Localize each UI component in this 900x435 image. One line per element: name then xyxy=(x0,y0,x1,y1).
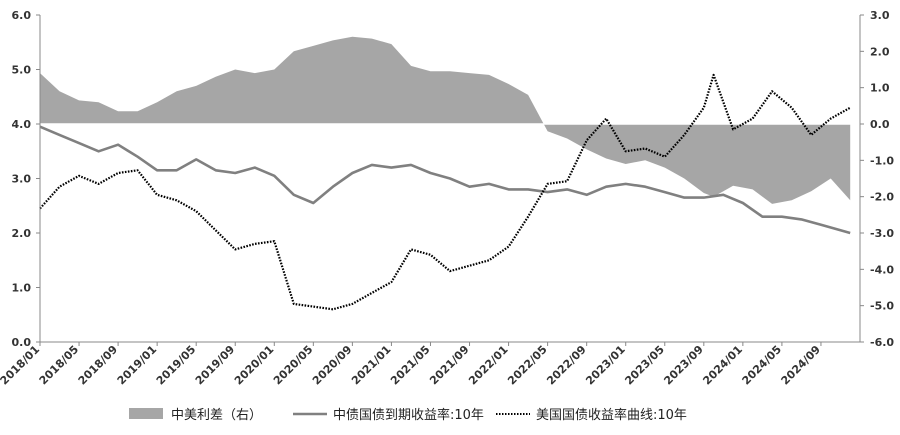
y-tick-right-label: -6.0 xyxy=(870,336,894,349)
y-tick-right-label: -4.0 xyxy=(870,263,894,276)
y-tick-right-label: -3.0 xyxy=(870,227,894,240)
legend: 中美利差（右） 中债国债到期收益率:10年 美国国债收益率曲线:10年 xyxy=(129,407,687,423)
china-10y-yield-line xyxy=(39,125,851,235)
y-ticks-left: 6.0 5.0 4.0 3.0 2.0 1.0 0.0 xyxy=(12,9,40,349)
x-tick-label: 2024/09 xyxy=(779,343,824,388)
y-tick-right-label: 2.0 xyxy=(870,45,890,58)
x-tick-label: 2020/05 xyxy=(271,343,316,388)
y-tick-left-label: 6.0 xyxy=(12,9,32,22)
x-tick-label: 2018/01 xyxy=(0,343,42,388)
x-tick-label: 2019/09 xyxy=(193,343,238,388)
line-layer xyxy=(39,73,851,311)
legend-swatch-spread xyxy=(129,408,163,419)
y-tick-left-label: 0.0 xyxy=(12,336,32,349)
x-tick-label: 2024/01 xyxy=(700,343,745,388)
x-tick-label: 2018/05 xyxy=(37,343,82,388)
y-tick-left-label: 2.0 xyxy=(12,227,32,240)
y-tick-right-label: 0.0 xyxy=(870,118,890,131)
x-tick-label: 2023/05 xyxy=(622,343,667,388)
x-tick-label: 2023/09 xyxy=(661,343,706,388)
y-tick-left-label: 4.0 xyxy=(12,118,32,131)
x-tick-label: 2021/05 xyxy=(388,343,433,388)
legend-label-us: 美国国债收益率曲线:10年 xyxy=(536,407,687,423)
x-tick-label: 2021/01 xyxy=(349,343,394,388)
spread-area-layer xyxy=(40,36,860,204)
y-tick-right-label: -5.0 xyxy=(870,300,894,313)
x-tick-label: 2020/09 xyxy=(310,343,355,388)
x-tick-label: 2024/05 xyxy=(740,343,785,388)
x-tick-label: 2018/09 xyxy=(76,343,121,388)
y-tick-left-label: 1.0 xyxy=(12,282,32,295)
spread-area xyxy=(40,36,851,204)
y-tick-right-label: 1.0 xyxy=(870,82,890,95)
x-tick-label: 2019/05 xyxy=(154,343,199,388)
x-tick-label: 2019/01 xyxy=(115,343,160,388)
legend-label-spread: 中美利差（右） xyxy=(171,408,262,423)
x-tick-label: 2023/01 xyxy=(583,343,628,388)
legend-label-china: 中债国债到期收益率:10年 xyxy=(333,407,484,423)
x-tick-label: 2020/01 xyxy=(232,343,277,388)
x-tick-label: 2022/01 xyxy=(466,343,511,388)
x-tick-label: 2021/09 xyxy=(427,343,472,388)
y-tick-left-label: 3.0 xyxy=(12,173,32,186)
x-ticks: 2018/012018/052018/092019/012019/052019/… xyxy=(0,342,823,387)
y-tick-right-label: -1.0 xyxy=(870,154,894,167)
x-tick-label: 2022/05 xyxy=(505,343,550,388)
y-tick-left-label: 5.0 xyxy=(12,64,32,77)
us-10y-yield-line xyxy=(39,73,851,311)
y-ticks-right: 3.0 2.0 1.0 0.0 -1.0 -2.0 -3.0 -4.0 -5.0 -6.0 xyxy=(860,9,894,349)
y-tick-right-label: -2.0 xyxy=(870,191,894,204)
y-tick-right-label: 3.0 xyxy=(870,9,890,22)
x-tick-label: 2022/09 xyxy=(544,343,589,388)
